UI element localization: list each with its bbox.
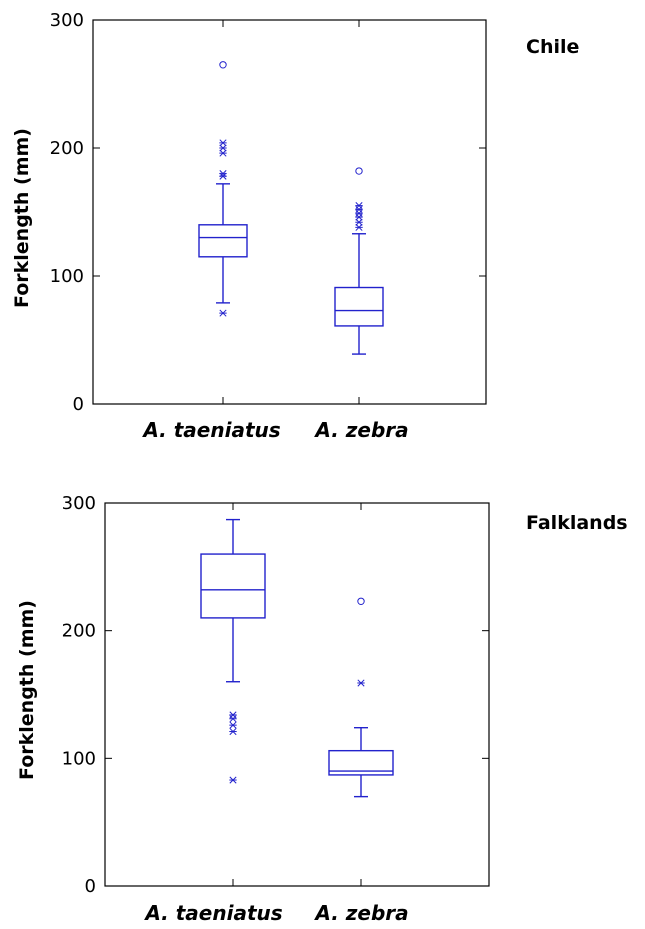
y-tick-label: 100 xyxy=(62,748,96,769)
outlier-star xyxy=(219,149,227,157)
outlier-star xyxy=(229,721,237,729)
outlier-star xyxy=(219,139,227,147)
panel-title: Falklands xyxy=(526,512,628,534)
y-tick-label: 0 xyxy=(85,876,96,897)
outlier-star xyxy=(229,727,237,736)
falklands-panel: Falklands Forklength (mm) A. taeniatus A… xyxy=(16,493,628,925)
y-tick-label: 300 xyxy=(62,493,96,514)
outlier-star xyxy=(219,309,227,317)
outlier-star xyxy=(219,144,227,152)
outlier-star xyxy=(357,679,365,687)
outlier-star xyxy=(229,715,237,723)
y-tick-label: 100 xyxy=(50,266,84,287)
plot-frame xyxy=(104,502,490,887)
y-axis-ticks: 0 100 200 300 xyxy=(50,10,486,415)
outlier-circle xyxy=(357,597,365,606)
outlier-star xyxy=(355,218,363,226)
category-label: A. taeniatus xyxy=(141,418,280,442)
outlier-circle xyxy=(355,167,363,175)
outlier-star xyxy=(355,223,363,231)
outlier-star xyxy=(355,205,363,213)
outlier-star xyxy=(355,202,363,210)
outlier-star xyxy=(219,170,227,178)
y-axis-label: Forklength (mm) xyxy=(11,128,33,308)
outlier-circle xyxy=(219,61,227,69)
box-marks xyxy=(200,518,394,798)
category-label: A. zebra xyxy=(313,418,408,442)
y-tick-label: 200 xyxy=(50,138,84,159)
iqr-box xyxy=(334,286,384,327)
category-label: A. taeniatus xyxy=(143,901,282,925)
outlier-star xyxy=(355,209,363,217)
y-tick-label: 0 xyxy=(73,394,84,415)
iqr-box xyxy=(198,224,248,258)
y-tick-label: 200 xyxy=(62,621,96,642)
outlier-star xyxy=(229,776,237,784)
panel-title: Chile xyxy=(526,36,579,58)
outlier-star xyxy=(355,213,363,221)
category-label: A. zebra xyxy=(313,901,408,925)
outlier-star xyxy=(229,711,237,719)
iqr-box xyxy=(200,553,266,619)
y-axis-label: Forklength (mm) xyxy=(16,600,38,780)
iqr-box xyxy=(328,749,394,776)
plot-frame xyxy=(92,19,487,405)
y-tick-label: 300 xyxy=(50,10,84,31)
y-axis-ticks: 0 100 200 300 xyxy=(62,493,489,897)
chile-panel: Chile Forklength (mm) A. taeniatus A. ze… xyxy=(11,10,579,442)
box-marks xyxy=(198,61,384,355)
